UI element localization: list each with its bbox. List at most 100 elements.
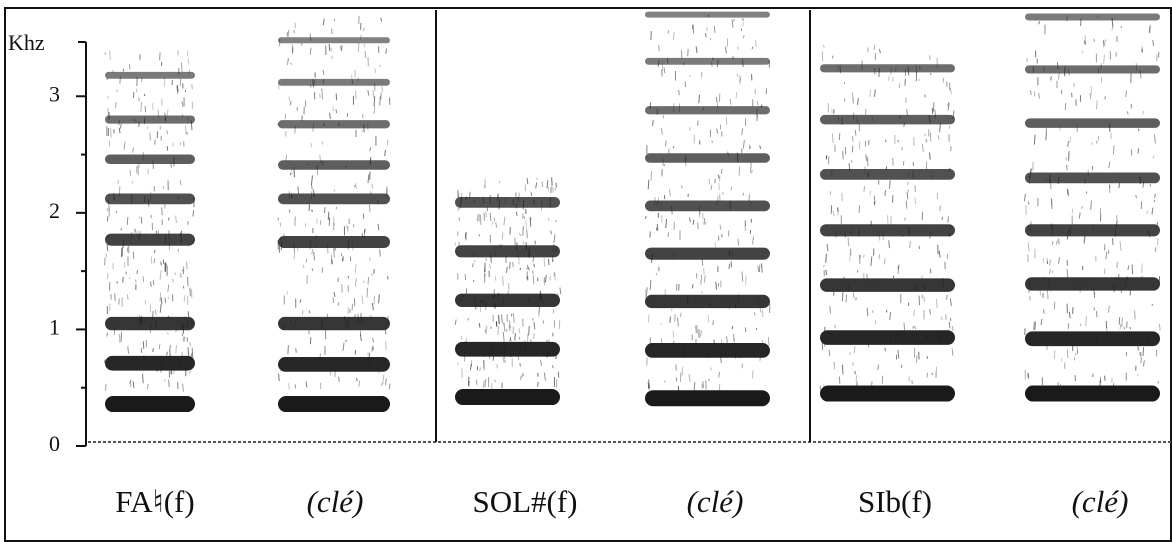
noise [501,314,503,323]
noise [854,129,857,136]
noise [166,351,168,356]
noise [167,284,170,293]
noise [669,316,671,323]
noise [1074,353,1077,356]
noise [865,154,868,162]
noise [380,17,383,22]
noise [290,169,293,175]
harmonic-band [105,115,195,124]
noise [367,277,370,285]
noise [1134,310,1136,320]
noise [552,309,555,314]
harmonic-band [105,71,195,79]
noise [472,263,474,268]
y-tick-label: 3 [49,81,60,106]
noise [355,183,357,190]
noise [1057,73,1060,80]
noise [349,309,351,313]
noise [1046,290,1049,300]
noise [1033,321,1035,331]
harmonic-band [105,233,195,246]
noise [713,25,716,33]
noise [832,210,835,217]
noise [720,357,722,363]
noise [935,298,938,308]
noise [159,303,162,313]
noise [191,83,193,90]
noise [678,89,680,96]
harmonic-band [105,193,195,205]
harmonic-band [820,114,955,125]
noise [159,292,162,302]
noise [718,371,721,378]
noise [889,311,892,321]
noise [732,334,735,342]
noise [707,314,710,323]
noise [717,174,720,179]
noise [140,101,143,112]
noise [1069,136,1071,144]
noise [863,186,866,193]
noise [874,89,876,97]
noise [948,125,951,129]
noise [1126,111,1129,115]
noise [478,322,481,328]
noise [1027,372,1030,379]
noise [530,192,533,197]
harmonic-band [278,78,390,86]
noise [1046,257,1049,265]
noise [132,147,135,153]
noise [1050,76,1052,81]
noise [1149,24,1151,33]
noise [179,179,182,186]
noise [716,128,719,134]
noise [528,325,530,336]
harmonic-band [455,245,560,258]
noise [742,139,745,149]
noise [753,312,756,316]
noise [506,328,508,332]
noise [138,97,140,102]
noise [153,258,156,264]
noise [1112,145,1115,155]
noise [741,128,744,136]
noise [187,220,189,225]
noise [522,226,524,236]
noise [855,297,857,301]
noise [912,325,915,329]
noise [354,278,357,287]
noise [483,185,486,189]
noise [297,186,300,194]
noise [172,278,174,283]
noise [169,344,172,350]
noise [823,264,825,268]
noise [553,234,556,243]
noise [719,224,722,230]
noise [914,197,916,205]
noise [938,250,941,258]
column-label: SOL#(f) [472,484,577,519]
noise [191,347,194,358]
noise [293,251,296,260]
noise [1108,185,1111,194]
noise [1127,265,1130,271]
noise [495,222,498,228]
noise [825,155,828,160]
noise [454,319,457,325]
noise [1092,373,1094,378]
noise [1103,54,1105,64]
noise [1027,242,1030,252]
noise [1093,38,1096,43]
noise [166,109,169,117]
noise [843,98,846,102]
noise [142,373,144,384]
noise [767,336,770,346]
harmonic-band [105,355,195,371]
noise [853,346,856,354]
noise [1078,212,1081,219]
noise [1103,40,1106,46]
harmonic-band [1025,331,1160,347]
noise [925,138,928,143]
noise [742,35,745,39]
noise [749,145,752,150]
